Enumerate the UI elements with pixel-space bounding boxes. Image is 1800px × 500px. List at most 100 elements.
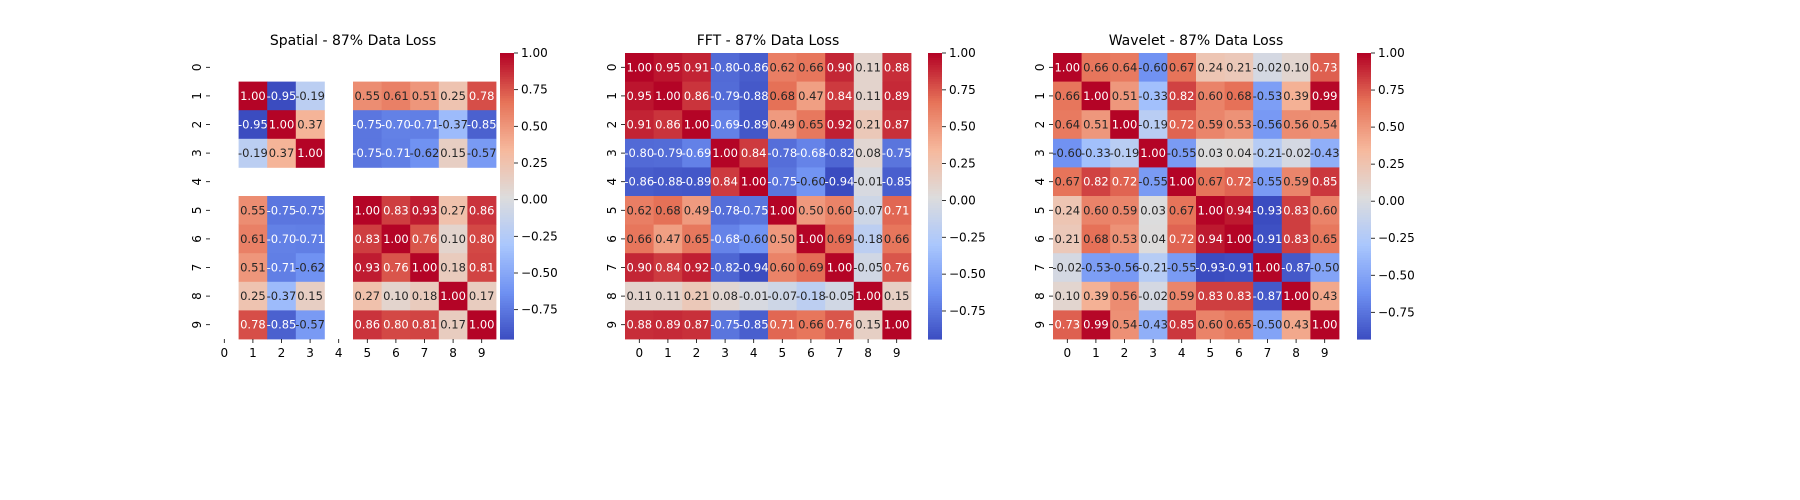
cell-label: 0.37 (269, 146, 295, 160)
cell-label: -0.87 (1253, 289, 1283, 303)
cell-label: -0.69 (710, 118, 740, 132)
colorbar-segment (928, 222, 942, 226)
colorbar-segment (500, 69, 514, 73)
colorbar-segment (1357, 277, 1371, 281)
colorbar-segment (500, 62, 514, 66)
heatmap-cell (1081, 253, 1111, 283)
colorbar-segment (500, 269, 514, 273)
heatmap-cell (1138, 281, 1168, 311)
colorbar-segment (1357, 184, 1371, 188)
colorbar-segment (928, 257, 942, 261)
heatmap-cell (1167, 81, 1197, 111)
colorbar-segment (500, 288, 514, 292)
colorbar-segment (928, 160, 942, 164)
heatmap-cell (267, 110, 297, 140)
colorbar-segment (1357, 291, 1371, 295)
colorbar-segment (928, 215, 942, 219)
colorbar-segment (1357, 91, 1371, 95)
y-tick-label: 5 (1033, 206, 1047, 214)
cell-label: 0.15 (297, 289, 323, 303)
colorbar-segment (500, 305, 514, 309)
colorbar-segment (500, 222, 514, 226)
colorbar-tick-label: 0.25 (949, 157, 976, 171)
colorbar-segment (500, 91, 514, 95)
cell-label: 0.93 (354, 261, 380, 275)
y-tick-label: 1 (190, 92, 204, 100)
colorbar-segment (500, 248, 514, 252)
cell-label: -0.21 (1253, 146, 1283, 160)
heatmap-cell (1196, 110, 1225, 140)
colorbar-segment (1357, 117, 1371, 121)
colorbar-tick-label: 1.00 (1378, 46, 1405, 60)
heatmap-cell (882, 81, 912, 111)
cell-label: 0.55 (354, 89, 380, 103)
cell-label: 0.82 (1169, 89, 1195, 103)
heatmap-cell (467, 110, 497, 140)
heatmap-cell (796, 138, 826, 168)
cell-label: 0.10 (440, 232, 466, 246)
heatmap-cell (1310, 196, 1340, 225)
heatmap-cell (1224, 224, 1254, 254)
colorbar-segment (1357, 165, 1371, 168)
cell-label: -0.91 (1224, 261, 1254, 275)
colorbar-segment (928, 64, 942, 68)
colorbar-segment (500, 205, 514, 209)
cell-label: -0.80 (710, 60, 740, 74)
cell-label: 0.25 (440, 89, 466, 103)
colorbar-segment (500, 234, 514, 238)
colorbar-segment (500, 67, 514, 71)
heatmap-cell (267, 224, 297, 254)
colorbar-segment (928, 74, 942, 78)
heatmap-cell (768, 81, 797, 111)
y-tick-label: 7 (190, 264, 204, 272)
heatmap-cell (267, 196, 297, 225)
heatmap-cell (825, 196, 855, 225)
heatmap-cell (768, 310, 797, 340)
x-tick-label: 6 (392, 346, 400, 360)
cell-label: -0.55 (1138, 175, 1168, 189)
heatmap-cell (438, 81, 468, 111)
heatmap-cell (1081, 53, 1111, 82)
colorbar-segment (500, 184, 514, 188)
colorbar-tick-label: −0.25 (1378, 231, 1415, 245)
colorbar-segment (928, 81, 942, 85)
cell-label: -0.60 (796, 175, 826, 189)
colorbar: −0.75 −0.50 −0.25 0.00 0.25 0.50 0.75 1.00 (928, 46, 986, 340)
heatmap-cell (853, 196, 883, 225)
colorbar-tick-label: −0.50 (521, 266, 558, 280)
heatmap-cell (682, 167, 712, 197)
cell-label: 1.00 (1283, 289, 1309, 303)
colorbar-segment (1357, 229, 1371, 233)
cell-label: 0.51 (240, 261, 266, 275)
x-tick-label: 2 (278, 346, 286, 360)
colorbar-segment (1357, 293, 1371, 297)
colorbar-segment (928, 308, 942, 311)
cell-label: -0.71 (295, 232, 325, 246)
colorbar-segment (500, 98, 514, 102)
cell-label: -0.88 (739, 89, 769, 103)
cell-label: 1.00 (884, 318, 910, 332)
colorbar-segment (1357, 79, 1371, 83)
heatmap-cell (438, 110, 468, 140)
colorbar-segment (1357, 62, 1371, 66)
cell-label: 0.71 (884, 203, 910, 217)
colorbar-segment (928, 117, 942, 121)
y-tick-label: 0 (190, 63, 204, 71)
cell-label: 0.21 (855, 118, 881, 132)
cell-label: 0.84 (655, 261, 681, 275)
heatmap-cell (1310, 167, 1340, 197)
colorbar-segment (500, 260, 514, 264)
cell-label: 0.67 (1169, 203, 1195, 217)
heatmap-cell (796, 167, 826, 197)
heatmap-cell (625, 81, 654, 111)
cell-label: 0.51 (412, 89, 438, 103)
heatmap-cell (768, 167, 797, 197)
colorbar-segment (1357, 169, 1371, 173)
heatmap-cell (825, 110, 855, 140)
cell-label: 0.65 (798, 118, 824, 132)
cell-label: 1.00 (469, 318, 495, 332)
cell-label: 0.82 (1083, 175, 1109, 189)
colorbar-segment (1357, 334, 1371, 338)
colorbar-segment (500, 155, 514, 159)
cell-label: 0.91 (684, 60, 710, 74)
